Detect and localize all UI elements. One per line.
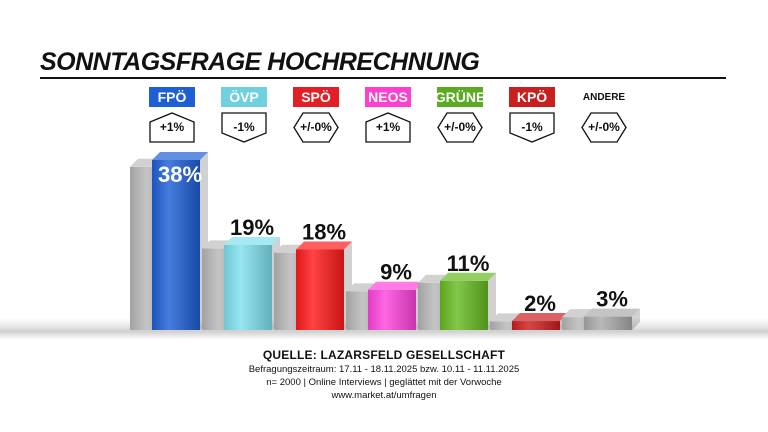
value-label: 38% [158,162,202,187]
change-value: +1% [375,120,401,134]
bar-0-front [152,160,200,330]
bar-4-front [440,280,488,330]
bar-1 [224,237,280,330]
bar-6-side [632,308,640,330]
page-title: SONNTAGSFRAGE HOCHRECHNUNG [40,48,480,76]
sample-info: n= 2000 | Online Interviews | geglättet … [266,377,502,388]
change-badge: -1% [509,112,555,148]
value-label: 19% [230,215,274,240]
source-line: QUELLE: LAZARSFELD GESELLSCHAFT [262,348,506,362]
change-value: +/-0% [588,120,620,134]
bar-3-front [368,289,416,330]
change-badge-outline [293,112,339,143]
bar-6-top [584,308,640,317]
change-value: +/-0% [444,120,476,134]
bar-2 [296,241,352,330]
value-label: 18% [302,219,346,244]
change-badge: +1% [365,112,411,148]
change-badge: +/-0% [437,112,483,148]
party-label: FPÖ [149,87,195,107]
change-value: +1% [159,120,185,134]
change-badge-outline [509,112,555,143]
change-badge-outline [221,112,267,143]
survey-period: Befragungszeitraum: 17.11 - 18.11.2025 b… [248,364,520,375]
bar-1-top [224,237,280,245]
party-label: GRÜNE [434,87,486,107]
change-value: -1% [233,120,255,134]
bar-5-top [512,313,568,322]
change-badge-outline [149,112,195,143]
bar-chart: 38% 19% 18% 9% 11% 2% 3% [130,152,640,330]
change-badge-outline [581,112,627,143]
change-badge: -1% [221,112,267,148]
party-label: ANDERE [582,91,626,103]
value-label: 9% [380,260,412,285]
bar-4-side [488,272,496,330]
bar-6 [584,308,640,330]
change-value: +/-0% [300,120,332,134]
bar-2-front [296,249,344,330]
value-label: 2% [524,291,556,316]
change-badge-outline [365,112,411,143]
bar-6-front [584,316,632,330]
bar-2-top [296,241,352,250]
bar-1-front [224,245,272,330]
title-rule [40,77,726,79]
change-badge: +1% [149,112,195,148]
change-value: -1% [521,120,543,134]
survey-url[interactable]: www.market.at/umfragen [331,390,437,401]
party-label: NEOS [365,87,411,107]
bar-3-top [368,281,424,290]
change-badge-outline [437,112,483,143]
bar-4 [440,272,496,330]
bar-4-top [440,272,496,281]
party-label: KPÖ [509,87,555,107]
bar-5-front [512,321,560,330]
change-badge: +/-0% [581,112,627,148]
bar-3 [368,281,424,330]
value-label: 11% [447,251,490,276]
party-label: SPÖ [293,87,339,107]
change-badge: +/-0% [293,112,339,148]
bar-0-top [152,152,208,160]
value-label: 3% [596,287,628,312]
party-label: ÖVP [221,87,267,107]
